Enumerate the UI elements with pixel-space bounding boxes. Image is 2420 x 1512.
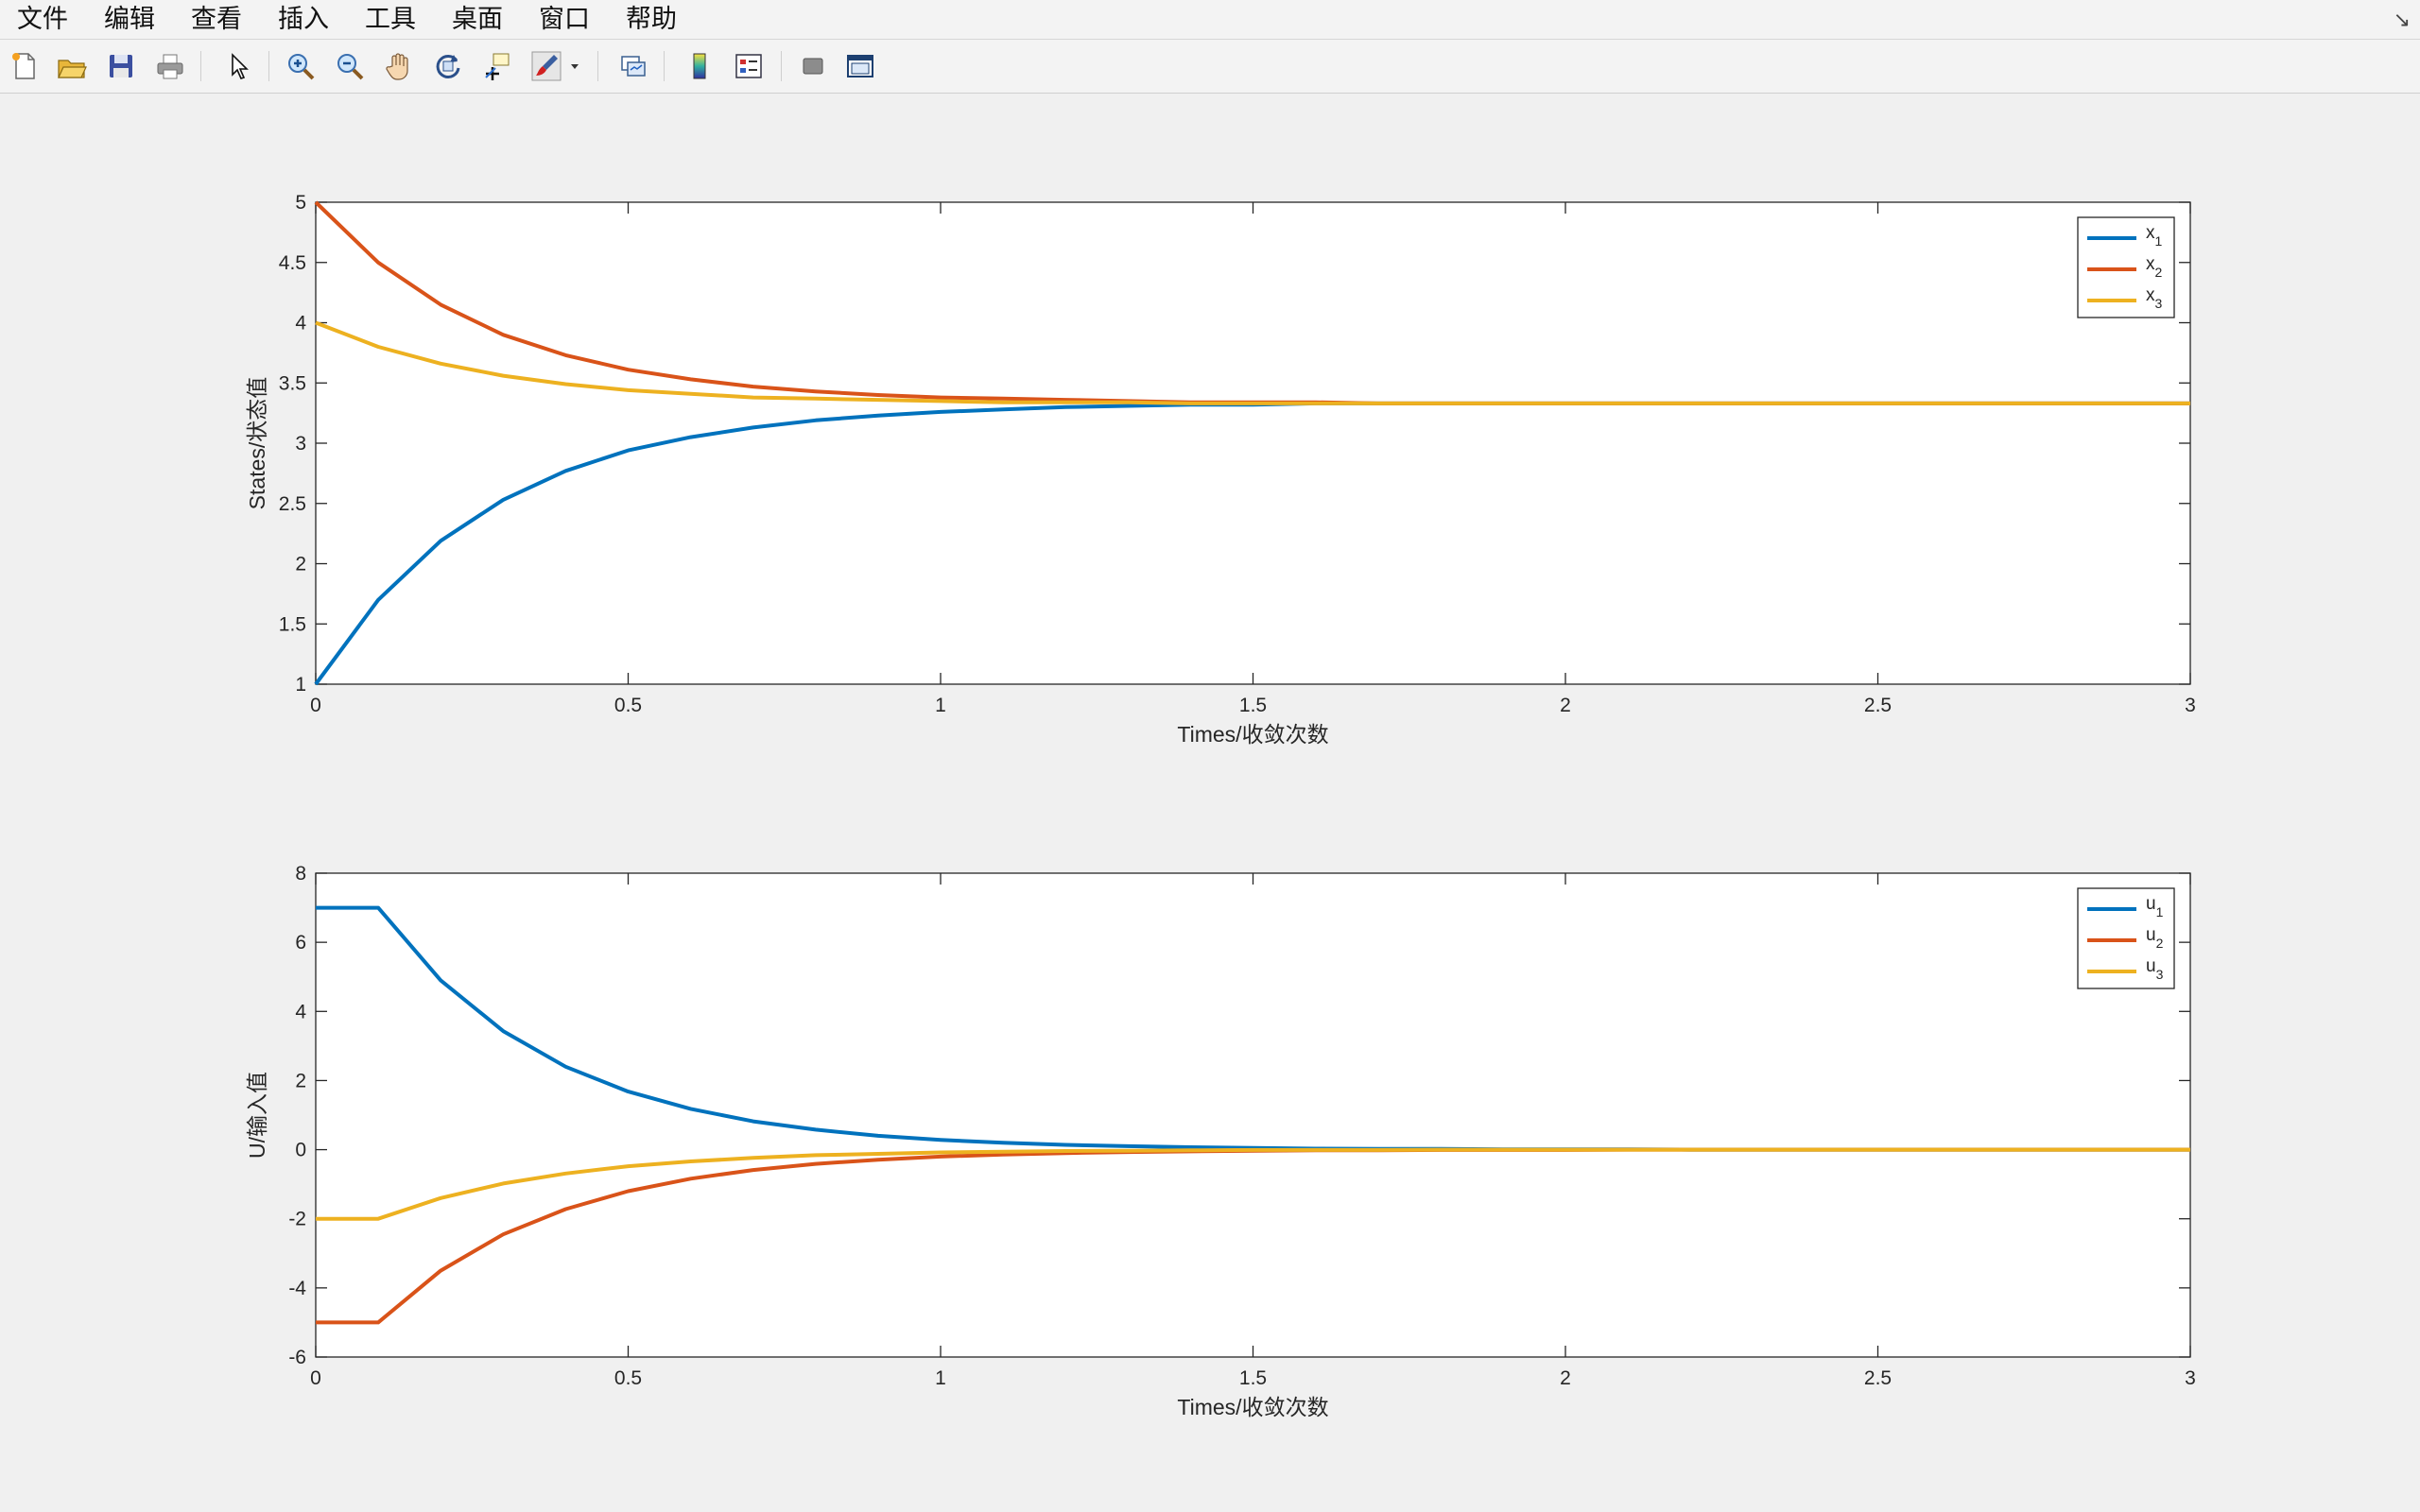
chart2-legend-label-u2: u2 (2146, 925, 2164, 951)
open-file-icon[interactable] (55, 49, 89, 83)
chart1-series-line-x3[interactable] (315, 320, 2190, 405)
show-plot-tools-icon[interactable] (843, 49, 877, 83)
legend-icon[interactable] (732, 49, 766, 83)
chart1-plot-area (315, 201, 2191, 685)
zoom-in-icon[interactable] (284, 49, 318, 83)
hide-plot-tools-icon[interactable] (796, 49, 830, 83)
chart1-x-tick-label: 1 (935, 695, 946, 716)
toolbar-separator (664, 51, 665, 81)
link-plot-icon[interactable] (616, 49, 650, 83)
pan-hand-icon[interactable] (382, 49, 416, 83)
menu-tools[interactable]: 工具 (365, 5, 416, 34)
chart1-y-tick-label: 2 (295, 554, 306, 576)
chart2-x-tick-label: 3 (2185, 1367, 2196, 1389)
chart2-legend-label-u3: u3 (2146, 956, 2164, 982)
brush-dropdown-icon[interactable] (567, 49, 582, 83)
chart2-y-tick-label: 8 (295, 863, 306, 885)
chart1-x-axis-label: Times/收敛次数 (1177, 722, 1328, 747)
chart2-x-tick-label: 1 (935, 1367, 946, 1389)
chart2-y-tick-label: -4 (288, 1278, 306, 1299)
chart2-y-tick-label: 0 (295, 1140, 306, 1161)
pointer-icon[interactable] (221, 49, 255, 83)
figure-toolbar (0, 40, 2420, 94)
chart1-x-tick-label: 2.5 (1864, 695, 1892, 716)
chart2-x-tick-label: 2 (1560, 1367, 1571, 1389)
menu-edit[interactable]: 编辑 (104, 5, 155, 34)
chart1-y-tick-label: 3.5 (279, 372, 306, 394)
chart1-legend-label-x2: x2 (2146, 254, 2163, 280)
print-icon[interactable] (153, 49, 187, 83)
chart1-y-tick-label: 4 (295, 313, 306, 335)
chart2-y-tick-label: -6 (288, 1347, 306, 1368)
chart1-y-tick-label: 2.5 (279, 493, 306, 515)
toolbar-separator (781, 51, 782, 81)
chart1-y-tick-label: 4.5 (279, 252, 306, 274)
chart1-x-tick-label: 0.5 (614, 695, 642, 716)
chart2-y-tick-label: 2 (295, 1070, 306, 1091)
rotate-3d-icon[interactable] (431, 49, 465, 83)
chart1-x-tick-label: 1.5 (1239, 695, 1267, 716)
menu-file[interactable]: 文件 (17, 5, 68, 34)
menu-insert[interactable]: 插入 (278, 5, 329, 34)
chart1-y-tick-label: 1 (295, 674, 306, 696)
collapse-toolbar-icon[interactable]: ↘ (2393, 8, 2411, 31)
chart1-legend-label-x3: x3 (2146, 285, 2163, 311)
chart1-y-axis-label: States/状态值 (245, 377, 269, 510)
chart2-x-tick-label: 1.5 (1239, 1367, 1267, 1389)
chart1-x-tick-label: 0 (310, 695, 321, 716)
chart2-x-tick-label: 0.5 (614, 1367, 642, 1389)
save-icon[interactable] (104, 49, 138, 83)
chart2-x-axis-label: Times/收敛次数 (1177, 1395, 1328, 1419)
colorbar-icon[interactable] (683, 49, 717, 83)
figure-canvas: 0 0.5 1 1.5 2 2.5 3 1 1.5 2 2.5 3 3.5 4 4.5 5 Times/收敛次数… (245, 192, 2196, 1419)
chart2-legend-label-u1: u1 (2146, 894, 2164, 919)
chart1-x-tick-label: 3 (2185, 695, 2196, 716)
menu-window[interactable]: 窗口 (539, 5, 590, 34)
menu-view[interactable]: 查看 (191, 5, 242, 34)
chart1-x-tick-label: 2 (1560, 695, 1571, 716)
chart1-y-tick-label: 1.5 (279, 613, 306, 635)
chart2-y-axis-label: U/输入值 (245, 1072, 269, 1159)
chart2-x-tick-label: 0 (310, 1367, 321, 1389)
chart1-y-tick-label: 3 (295, 433, 306, 455)
data-cursor-icon[interactable] (480, 49, 514, 83)
chart2-y-tick-label: 6 (295, 932, 306, 954)
menu-desktop[interactable]: 桌面 (452, 5, 503, 34)
menu-bar: 文件 编辑 查看 插入 工具 桌面 窗口 帮助 ↘ (0, 0, 2420, 40)
toolbar-separator (268, 51, 269, 81)
toolbar-separator (200, 51, 201, 81)
chart1-y-tick-label: 5 (295, 192, 306, 214)
chart2-x-tick-label: 2.5 (1864, 1367, 1892, 1389)
toolbar-separator (597, 51, 598, 81)
zoom-out-icon[interactable] (333, 49, 367, 83)
new-figure-icon[interactable] (8, 49, 42, 83)
menu-help[interactable]: 帮助 (626, 5, 677, 34)
chart2-series-line-u3[interactable] (316, 1147, 2190, 1221)
chart2-y-tick-label: 4 (295, 1001, 306, 1022)
chart2-y-tick-label: -2 (288, 1209, 306, 1230)
brush-icon[interactable] (529, 49, 563, 83)
chart2-plot-area (315, 872, 2191, 1358)
chart1-legend-label-x1: x1 (2146, 223, 2163, 249)
